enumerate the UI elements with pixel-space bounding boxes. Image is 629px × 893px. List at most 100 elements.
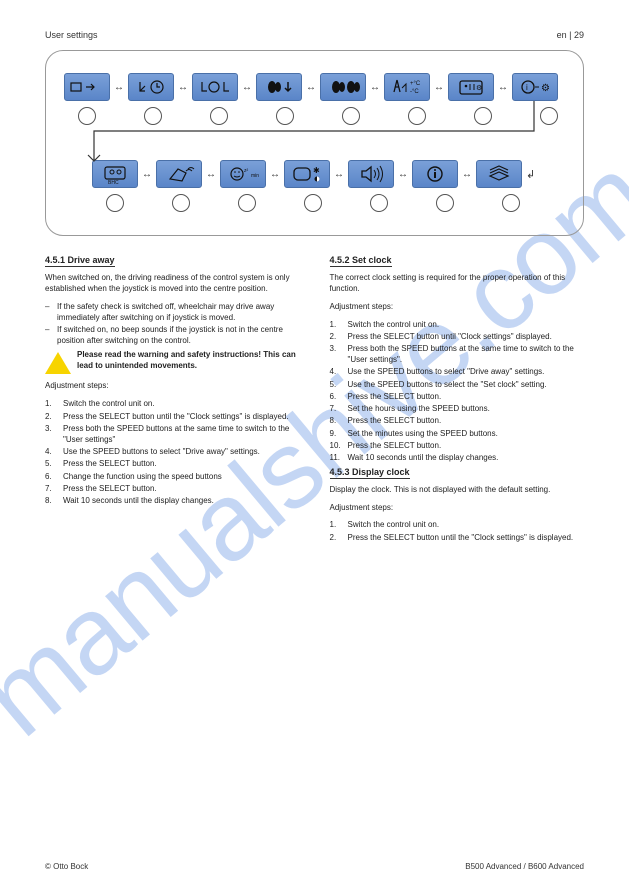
circle-marker [370, 194, 388, 212]
step-item: 11.Wait 10 seconds until the display cha… [330, 453, 585, 464]
svg-text:+°C: +°C [410, 81, 421, 87]
icon-set-clock [128, 73, 174, 101]
loop-arrow-icon: ↲ [526, 168, 535, 181]
icon-temperature: +°C -°C [384, 73, 430, 101]
page-content: User settings en | 29 ↔ ↔ ↔ ↔ ↔ +°C -°C ↔… [0, 0, 629, 575]
step-item: 2.Press the SELECT button until the "Clo… [330, 533, 585, 544]
diagram-row-1: ↔ ↔ ↔ ↔ ↔ +°C-°C ↔ ⚙ ↔ i⚙ [64, 73, 565, 101]
para-text: The correct clock setting is required fo… [330, 273, 585, 295]
header-right: en | 29 [557, 30, 584, 40]
step-item: 6.Press the SELECT button. [330, 392, 585, 403]
svg-text:⚙: ⚙ [541, 83, 550, 94]
circle-marker [276, 107, 294, 125]
bidir-arrow-icon: ↔ [178, 82, 188, 93]
circle-marker [78, 107, 96, 125]
label-adjustment: Adjustment steps: [330, 302, 585, 313]
icon-backlight: ✱ [284, 160, 330, 188]
circle-marker [408, 107, 426, 125]
icon-display: ⚙ [448, 73, 494, 101]
warning-triangle-icon [45, 352, 71, 374]
row1-labels [64, 105, 565, 130]
icon-info [412, 160, 458, 188]
step-item: 9.Set the minutes using the SPEED button… [330, 429, 585, 440]
bidir-arrow-icon: ↔ [434, 82, 444, 93]
circle-marker [342, 107, 360, 125]
right-column: 4.5.2 Set clock The correct clock settin… [330, 254, 585, 545]
bidir-arrow-icon: ↔ [306, 82, 316, 93]
step-item: 5.Press the SELECT button. [45, 459, 300, 470]
step-item: 3.Press both the SPEED buttons at the sa… [330, 344, 585, 366]
bidir-arrow-icon: ↔ [462, 169, 472, 180]
circle-marker [502, 194, 520, 212]
two-column-body: 4.5.1 Drive away When switched on, the d… [45, 254, 584, 545]
bidir-arrow-icon: ↔ [242, 82, 252, 93]
step-item: 8.Press the SELECT button. [330, 416, 585, 427]
bullet-item: –If switched on, no beep sounds if the j… [45, 325, 300, 347]
section-title-453: 4.5.3 Display clock [330, 466, 410, 479]
svg-text:min: min [251, 173, 259, 179]
warning-text: Please read the warning and safety instr… [77, 350, 300, 372]
step-item: 4.Use the SPEED buttons to select "Drive… [45, 447, 300, 458]
header-left: User settings [45, 30, 98, 40]
icon-info-settings: i⚙ [512, 73, 558, 101]
bidir-arrow-icon: ↔ [498, 82, 508, 93]
icon-remote [156, 160, 202, 188]
svg-text:z²: z² [244, 168, 249, 174]
step-item: 1.Switch the control unit on. [330, 320, 585, 331]
svg-text:i: i [526, 83, 528, 92]
menu-diagram: ↔ ↔ ↔ ↔ ↔ +°C-°C ↔ ⚙ ↔ i⚙ [45, 50, 584, 236]
svg-text:✱: ✱ [313, 166, 320, 175]
step-item: 2.Press the SELECT button until the "Clo… [45, 412, 300, 423]
circle-marker [172, 194, 190, 212]
step-item: 10.Press the SELECT button. [330, 441, 585, 452]
circle-marker [210, 107, 228, 125]
step-item: 7.Press the SELECT button. [45, 484, 300, 495]
label-adjustment: Adjustment steps: [330, 503, 585, 514]
bidir-arrow-icon: ↔ [370, 82, 380, 93]
para-text: Display the clock. This is not displayed… [330, 485, 585, 496]
circle-marker [304, 194, 322, 212]
footer-right: B500 Advanced / B600 Advanced [465, 862, 584, 871]
icon-display-clock [192, 73, 238, 101]
svg-text:⚙: ⚙ [476, 84, 482, 92]
circle-marker [238, 194, 256, 212]
icon-drive-away [64, 73, 110, 101]
svg-text:-°C: -°C [410, 89, 419, 95]
icon-bhc: BHC [92, 160, 138, 188]
bidir-arrow-icon: ↔ [142, 169, 152, 180]
icon-stack [476, 160, 522, 188]
icon-sleep: z²min [220, 160, 266, 188]
circle-marker [436, 194, 454, 212]
step-item: 4.Use the SPEED buttons to select "Drive… [330, 367, 585, 378]
bidir-arrow-icon: ↔ [114, 82, 124, 93]
circle-marker [474, 107, 492, 125]
icon-distance-down [256, 73, 302, 101]
step-item: 8.Wait 10 seconds until the display chan… [45, 496, 300, 507]
bidir-arrow-icon: ↔ [206, 169, 216, 180]
section-title-452: 4.5.2 Set clock [330, 254, 392, 267]
bidir-arrow-icon: ↔ [334, 169, 344, 180]
circle-marker [144, 107, 162, 125]
step-item: 6.Change the function using the speed bu… [45, 472, 300, 483]
step-item: 1.Switch the control unit on. [330, 520, 585, 531]
page-header: User settings en | 29 [45, 30, 584, 40]
circle-marker [106, 194, 124, 212]
footer-left: © Otto Bock [45, 862, 88, 871]
para-text: When switched on, the driving readiness … [45, 273, 300, 295]
diagram-row-2: BHC ↔ ↔ z²min ↔ ✱ ↔ ↔ ↔ ↲ [92, 160, 565, 188]
step-item: 7.Set the hours using the SPEED buttons. [330, 404, 585, 415]
step-item: 3.Press both the SPEED buttons at the sa… [45, 424, 300, 446]
left-column: 4.5.1 Drive away When switched on, the d… [45, 254, 300, 545]
bidir-arrow-icon: ↔ [270, 169, 280, 180]
circle-marker [540, 107, 558, 125]
step-item: 2.Press the SELECT button until "Clock s… [330, 332, 585, 343]
bidir-arrow-icon: ↔ [398, 169, 408, 180]
bullet-item: –If the safety check is switched off, wh… [45, 302, 300, 324]
icon-sound [348, 160, 394, 188]
section-title-451: 4.5.1 Drive away [45, 254, 115, 267]
step-item: 1.Switch the control unit on. [45, 399, 300, 410]
icon-distance-unit [320, 73, 366, 101]
label-adjustment: Adjustment steps: [45, 381, 300, 392]
svg-text:BHC: BHC [108, 180, 119, 185]
row2-labels [92, 192, 565, 217]
